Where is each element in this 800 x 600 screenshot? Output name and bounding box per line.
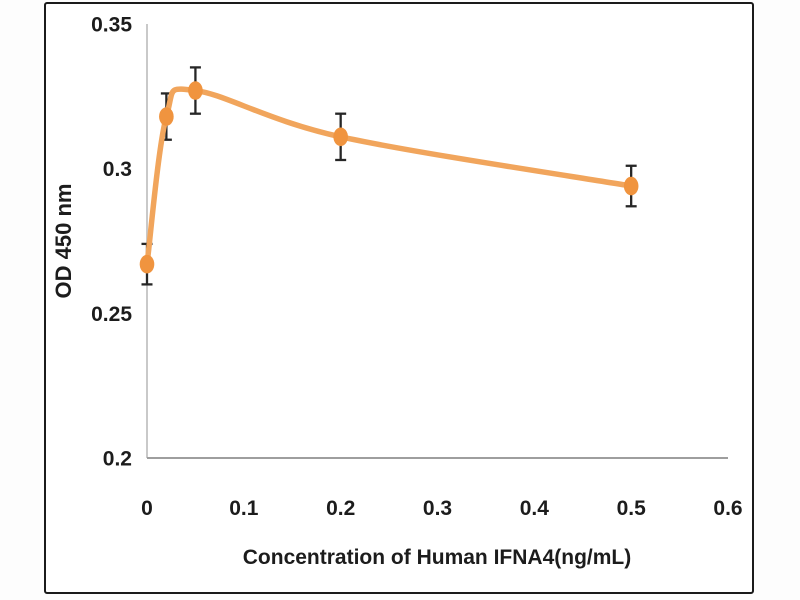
x-axis-title: Concentration of Human IFNA4(ng/mL) <box>243 546 631 569</box>
y-tick-label: 0.3 <box>103 158 132 181</box>
x-tick-label: 0 <box>141 497 153 520</box>
x-tick-label: 0.6 <box>713 497 742 520</box>
x-tick-label: 0.5 <box>617 497 647 520</box>
x-tick-label: 0.4 <box>520 497 550 520</box>
x-tick-label: 0.3 <box>423 497 452 520</box>
y-tick-label: 0.25 <box>91 303 132 326</box>
data-point-marker <box>623 176 639 196</box>
data-point-marker <box>333 127 348 147</box>
data-point-marker <box>159 107 174 126</box>
series-line <box>144 86 634 267</box>
y-axis-title: OD 450 nm <box>51 184 76 299</box>
y-tick-label: 0.35 <box>91 14 132 37</box>
x-tick-label: 0.1 <box>229 497 259 520</box>
line-chart: 0.2 0.25 0.3 0.35 0 0.1 0.2 0.3 0.4 0.5 0.6 OD 450… <box>51 14 743 570</box>
x-tick-label: 0.2 <box>326 497 355 520</box>
chart-frame: 0.2 0.25 0.3 0.35 0 0.1 0.2 0.3 0.4 0.5 0.6 OD 450… <box>44 2 754 594</box>
axis-lines <box>146 24 728 459</box>
data-point-marker <box>139 254 155 274</box>
data-markers-layer <box>139 81 639 274</box>
tick-labels-layer: 0.2 0.25 0.3 0.35 0 0.1 0.2 0.3 0.4 0.5 0.6 <box>91 14 742 521</box>
y-tick-label: 0.2 <box>103 448 132 471</box>
data-point-marker <box>188 81 203 100</box>
